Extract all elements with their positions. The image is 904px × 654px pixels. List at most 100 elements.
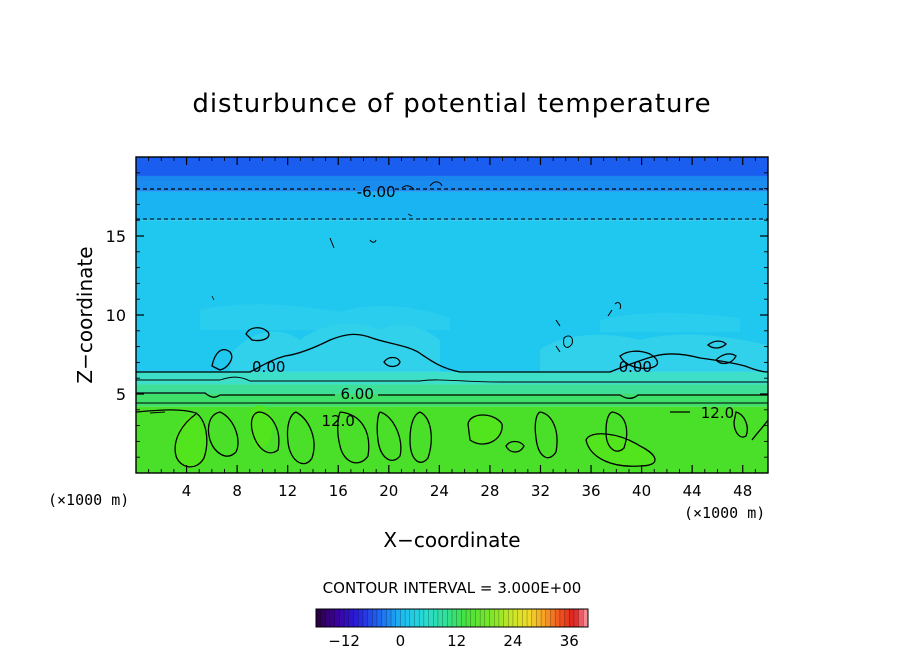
colorbar-tick-label: 0 bbox=[396, 632, 406, 650]
colorbar-segment bbox=[325, 609, 331, 627]
colorbar-segment bbox=[367, 609, 373, 627]
colorbar-segment bbox=[484, 609, 490, 627]
x-tick-label: 16 bbox=[329, 482, 348, 500]
contour-label-3: 6.00 bbox=[340, 385, 373, 403]
colorbar: −12 0 12 24 36 bbox=[315, 608, 589, 650]
contour-band-2 bbox=[136, 384, 768, 394]
y-tick-label: 5 bbox=[116, 385, 126, 404]
colorbar-tick-label: 24 bbox=[503, 632, 522, 650]
colorbar-segment bbox=[358, 609, 364, 627]
colorbar-segment bbox=[498, 609, 504, 627]
colorbar-segment bbox=[522, 609, 528, 627]
colorbar-tick-label: 12 bbox=[447, 632, 466, 650]
y-tick-label: 15 bbox=[106, 227, 126, 246]
colorbar-segment bbox=[381, 609, 387, 627]
colorbar-segment bbox=[419, 609, 425, 627]
filled-contour-bands bbox=[136, 157, 768, 473]
contour-label-5: 12.0 bbox=[701, 404, 734, 422]
contour-band-6 bbox=[136, 175, 768, 192]
colorbar-frame bbox=[315, 608, 589, 628]
colorbar-segment bbox=[583, 609, 589, 627]
x-tick-label: 36 bbox=[581, 482, 600, 500]
contour-labels: -6.00 0.00 0.00 6.00 12.0 12.0 bbox=[252, 183, 734, 430]
y-axis-ticks: 5 10 15 bbox=[106, 172, 768, 458]
contour-line-six bbox=[136, 392, 768, 400]
colorbar-segment bbox=[334, 609, 340, 627]
colorbar-segment bbox=[508, 609, 514, 627]
colorbar-segment bbox=[330, 609, 336, 627]
colorbar-segment bbox=[480, 609, 486, 627]
colorbar-segment bbox=[461, 609, 467, 627]
colorbar-segment bbox=[541, 609, 547, 627]
colorbar-segment bbox=[433, 609, 439, 627]
contour-label-1: 0.00 bbox=[252, 358, 285, 376]
colorbar-segment bbox=[555, 609, 561, 627]
colorbar-segment bbox=[372, 609, 378, 627]
contour-line-twelve bbox=[136, 409, 768, 468]
colorbar-segment bbox=[442, 609, 448, 627]
colorbar-segment bbox=[353, 609, 359, 627]
colorbar-segment bbox=[503, 609, 509, 627]
colorbar-segment bbox=[527, 609, 533, 627]
x-tick-label: 40 bbox=[632, 482, 651, 500]
colorbar-segment bbox=[466, 609, 472, 627]
colorbar-segment bbox=[470, 609, 476, 627]
colorbar-tick-label: 36 bbox=[560, 632, 579, 650]
top-shade-strip bbox=[136, 161, 768, 165]
colorbar-segment bbox=[428, 609, 434, 627]
colorbar-segment bbox=[512, 609, 518, 627]
contour-band-3 bbox=[136, 371, 768, 385]
colorbar-segment bbox=[564, 609, 570, 627]
colorbar-segment bbox=[578, 609, 584, 627]
contour-line-zero bbox=[136, 333, 768, 373]
colorbar-segment bbox=[489, 609, 495, 627]
x-tick-label: 12 bbox=[278, 482, 297, 500]
colorbar-segment bbox=[414, 609, 420, 627]
x-tick-label: 32 bbox=[531, 482, 550, 500]
y-tick-label: 10 bbox=[106, 306, 126, 325]
top-shade-strip bbox=[136, 173, 768, 177]
colorbar-segment bbox=[559, 609, 565, 627]
x-axis-ticks: 4 8 12 16 20 24 28 32 36 40 44 48 bbox=[148, 157, 756, 500]
contour-label-2: 0.00 bbox=[619, 358, 652, 376]
x-tick-label: 4 bbox=[182, 482, 192, 500]
colorbar-segment bbox=[376, 609, 382, 627]
contour-band-0 bbox=[136, 406, 768, 473]
colorbar-segment bbox=[494, 609, 500, 627]
contour-label-4: 12.0 bbox=[322, 412, 355, 430]
x-tick-label: 8 bbox=[232, 482, 242, 500]
colorbar-segment bbox=[531, 609, 537, 627]
colorbar-segment bbox=[400, 609, 406, 627]
contour-label-0: -6.00 bbox=[357, 183, 396, 201]
x-axis-label: X−coordinate bbox=[383, 528, 520, 552]
top-shade-strip bbox=[136, 177, 768, 181]
texture-patches bbox=[200, 304, 768, 372]
x-tick-label: 28 bbox=[480, 482, 499, 500]
chart-title: disturbunce of potential temperature bbox=[192, 89, 711, 119]
top-shade-strip bbox=[136, 165, 768, 169]
x-tick-label: 44 bbox=[683, 482, 702, 500]
top-shade-strip bbox=[136, 169, 768, 173]
colorbar-segment bbox=[437, 609, 443, 627]
colorbar-segment bbox=[339, 609, 345, 627]
colorbar-segment bbox=[344, 609, 350, 627]
colorbar-segment bbox=[405, 609, 411, 627]
colorbar-segment bbox=[362, 609, 368, 627]
colorbar-segment bbox=[320, 609, 326, 627]
x-unit-right: (×1000 m) bbox=[684, 504, 765, 522]
contour-lines bbox=[136, 181, 768, 468]
colorbar-segment bbox=[475, 609, 481, 627]
x-tick-label: 24 bbox=[430, 482, 449, 500]
x-tick-label: 48 bbox=[733, 482, 752, 500]
colorbar-segment bbox=[409, 609, 415, 627]
x-tick-label: 20 bbox=[379, 482, 398, 500]
contour-band-7 bbox=[136, 157, 768, 176]
colorbar-tick-label: −12 bbox=[328, 632, 360, 650]
contour-interval-text: CONTOUR INTERVAL = 3.000E+00 bbox=[323, 579, 582, 597]
colorbar-segment bbox=[550, 609, 556, 627]
colorbar-segment bbox=[423, 609, 429, 627]
colorbar-segment bbox=[545, 609, 551, 627]
y-axis-label: Z−coordinate bbox=[73, 246, 97, 383]
x-unit-left: (×1000 m) bbox=[48, 491, 129, 509]
